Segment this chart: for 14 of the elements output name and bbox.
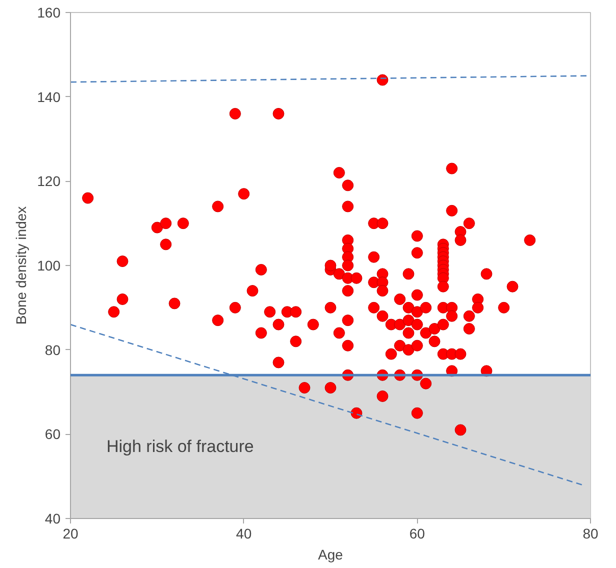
annotation: High risk of fracture [106, 437, 254, 456]
x-tick-label: 80 [582, 526, 598, 542]
y-tick-label: 60 [44, 426, 61, 442]
y-tick-label: 160 [37, 4, 61, 20]
y-axis-title: Bone density index [13, 206, 30, 325]
x-axis-title: Age [318, 546, 344, 562]
x-tick-label: 20 [62, 526, 78, 542]
y-tick-label: 100 [37, 258, 61, 274]
y-tick-label: 40 [44, 510, 61, 526]
y-tick-label: 120 [37, 173, 61, 190]
x-tick-label: 60 [409, 526, 426, 542]
y-tick-label: 80 [44, 342, 61, 358]
x-tick-label: 40 [236, 526, 252, 542]
y-tick-label: 140 [37, 88, 61, 105]
